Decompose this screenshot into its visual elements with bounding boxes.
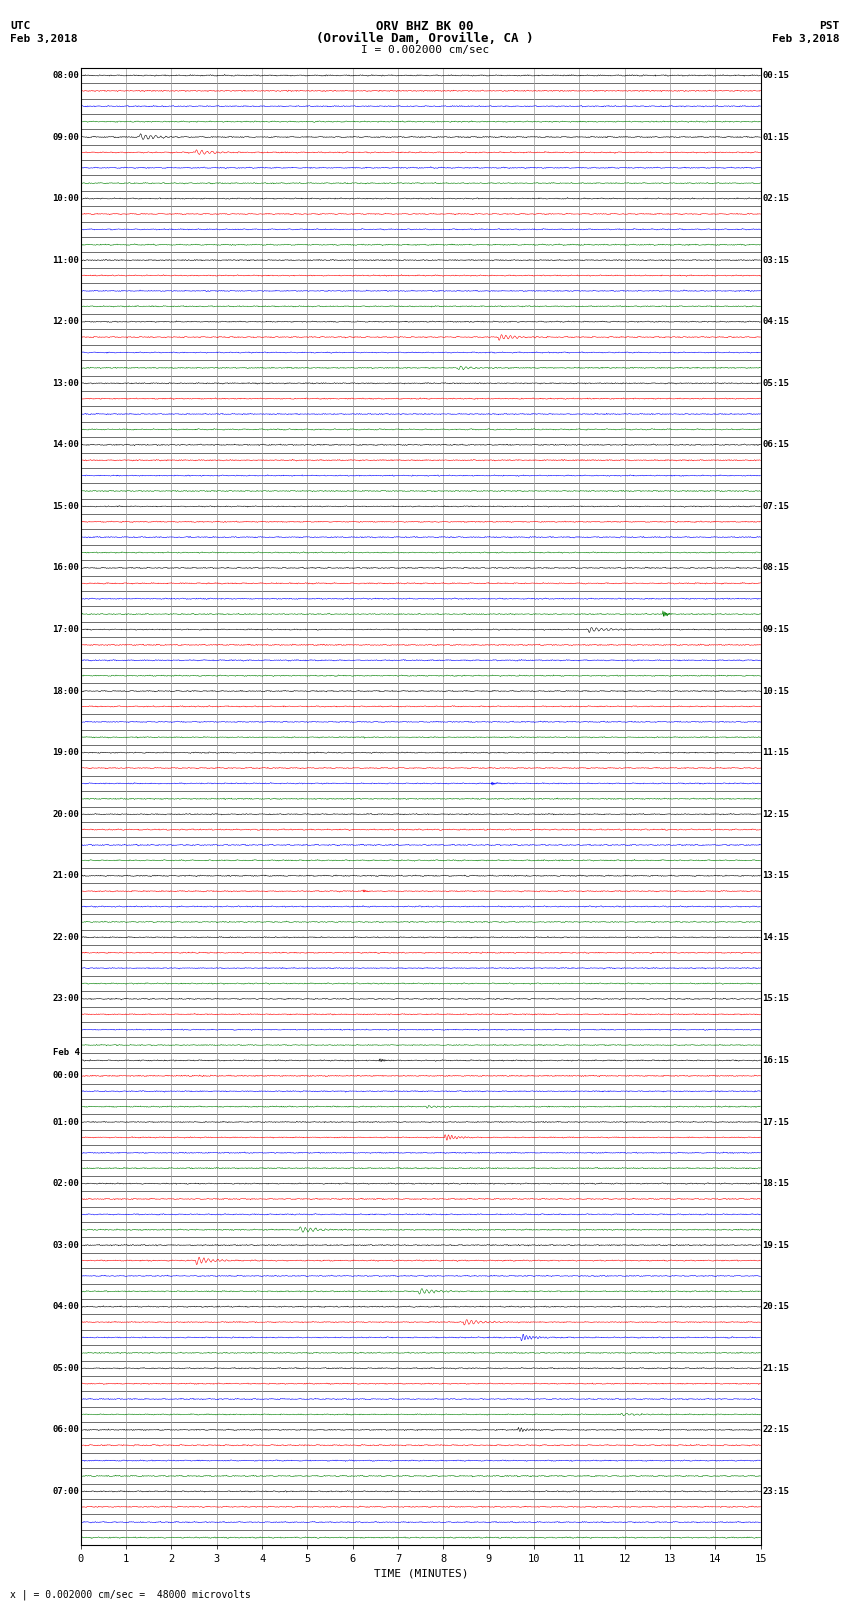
- Text: 05:00: 05:00: [53, 1363, 79, 1373]
- Text: 18:15: 18:15: [762, 1179, 789, 1189]
- Text: 18:00: 18:00: [53, 687, 79, 695]
- Text: x | = 0.002000 cm/sec =  48000 microvolts: x | = 0.002000 cm/sec = 48000 microvolts: [10, 1589, 251, 1600]
- Text: 09:00: 09:00: [53, 132, 79, 142]
- Text: 01:00: 01:00: [53, 1118, 79, 1126]
- Text: 13:00: 13:00: [53, 379, 79, 387]
- Text: 15:15: 15:15: [762, 994, 789, 1003]
- Text: Feb 3,2018: Feb 3,2018: [773, 34, 840, 44]
- Text: 21:00: 21:00: [53, 871, 79, 881]
- Text: 14:15: 14:15: [762, 932, 789, 942]
- Text: 11:15: 11:15: [762, 748, 789, 756]
- Text: 13:15: 13:15: [762, 871, 789, 881]
- Text: 07:00: 07:00: [53, 1487, 79, 1495]
- Text: 14:00: 14:00: [53, 440, 79, 450]
- Text: 07:15: 07:15: [762, 502, 789, 511]
- Text: 10:00: 10:00: [53, 194, 79, 203]
- Text: 23:00: 23:00: [53, 994, 79, 1003]
- Text: 16:00: 16:00: [53, 563, 79, 573]
- Text: 12:00: 12:00: [53, 318, 79, 326]
- Text: 22:00: 22:00: [53, 932, 79, 942]
- Text: 03:00: 03:00: [53, 1240, 79, 1250]
- Text: 02:00: 02:00: [53, 1179, 79, 1189]
- Text: Feb 3,2018: Feb 3,2018: [10, 34, 77, 44]
- Text: (Oroville Dam, Oroville, CA ): (Oroville Dam, Oroville, CA ): [316, 32, 534, 45]
- Text: 10:15: 10:15: [762, 687, 789, 695]
- Text: 04:15: 04:15: [762, 318, 789, 326]
- Text: 09:15: 09:15: [762, 624, 789, 634]
- Text: PST: PST: [819, 21, 840, 31]
- Text: ORV BHZ BK 00: ORV BHZ BK 00: [377, 19, 473, 34]
- Text: 19:15: 19:15: [762, 1240, 789, 1250]
- Text: 12:15: 12:15: [762, 810, 789, 819]
- Text: 20:15: 20:15: [762, 1302, 789, 1311]
- Text: UTC: UTC: [10, 21, 31, 31]
- Text: 15:00: 15:00: [53, 502, 79, 511]
- Text: Feb 4: Feb 4: [53, 1048, 79, 1057]
- Text: 16:15: 16:15: [762, 1057, 789, 1065]
- Text: 04:00: 04:00: [53, 1302, 79, 1311]
- Text: 22:15: 22:15: [762, 1426, 789, 1434]
- Text: 00:15: 00:15: [762, 71, 789, 81]
- Text: 00:00: 00:00: [53, 1071, 79, 1081]
- Text: 21:15: 21:15: [762, 1363, 789, 1373]
- Text: 06:15: 06:15: [762, 440, 789, 450]
- Text: 06:00: 06:00: [53, 1426, 79, 1434]
- Text: 05:15: 05:15: [762, 379, 789, 387]
- X-axis label: TIME (MINUTES): TIME (MINUTES): [373, 1568, 468, 1579]
- Text: I = 0.002000 cm/sec: I = 0.002000 cm/sec: [361, 45, 489, 55]
- Text: 11:00: 11:00: [53, 255, 79, 265]
- Text: 17:15: 17:15: [762, 1118, 789, 1126]
- Text: 01:15: 01:15: [762, 132, 789, 142]
- Text: 17:00: 17:00: [53, 624, 79, 634]
- Text: 19:00: 19:00: [53, 748, 79, 756]
- Text: 23:15: 23:15: [762, 1487, 789, 1495]
- Text: 08:00: 08:00: [53, 71, 79, 81]
- Text: 08:15: 08:15: [762, 563, 789, 573]
- Text: 03:15: 03:15: [762, 255, 789, 265]
- Text: 20:00: 20:00: [53, 810, 79, 819]
- Text: 02:15: 02:15: [762, 194, 789, 203]
